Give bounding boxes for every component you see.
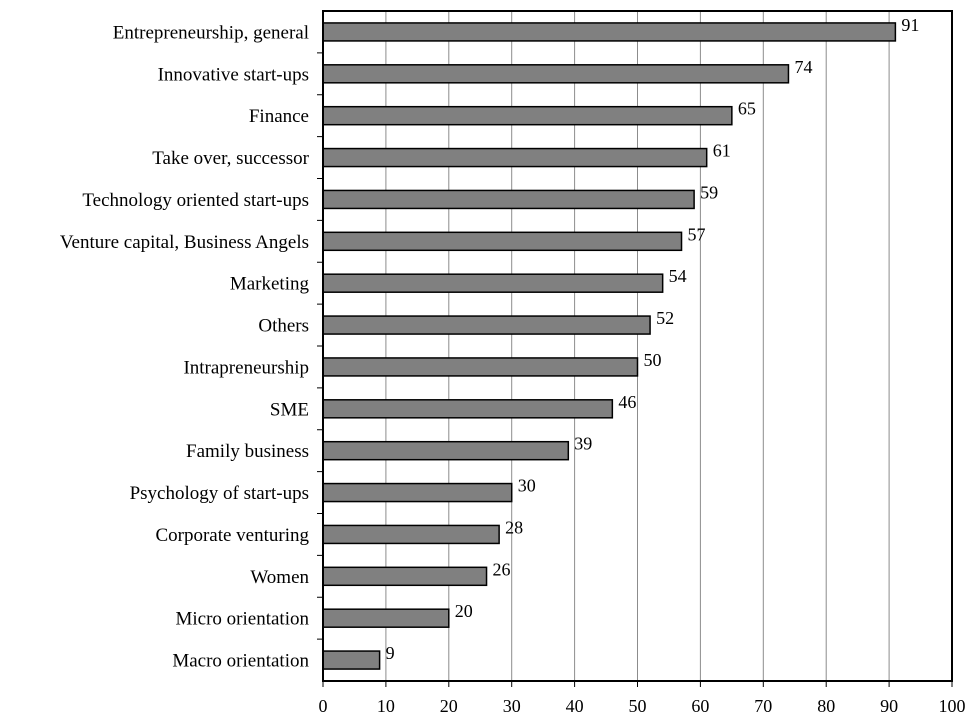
- category-labels: Entrepreneurship, general Innovative star…: [60, 22, 310, 671]
- category-label: Take over, successor: [152, 148, 309, 169]
- x-tick-label-40: 40: [566, 696, 584, 716]
- bar: [322, 650, 381, 670]
- value-label: 52: [656, 308, 674, 328]
- x-axis-ticks: 0 10 20 30 40 50 60 70 80 90 100: [317, 52, 966, 716]
- category-label: Intrapreneurship: [183, 357, 309, 378]
- value-label: 30: [518, 476, 536, 496]
- category-label: Venture capital, Business Angels: [60, 232, 309, 253]
- bar: [322, 482, 513, 503]
- category-label: Macro orientation: [172, 651, 309, 672]
- value-label: 65: [738, 99, 756, 119]
- category-label: Marketing: [230, 274, 310, 295]
- category-label: Entrepreneurship, general: [113, 22, 309, 43]
- x-tick-label-60: 60: [691, 696, 709, 716]
- value-label: 59: [700, 182, 718, 202]
- x-tick-label-0: 0: [319, 696, 328, 716]
- category-label: SME: [270, 399, 309, 420]
- category-label: Technology oriented start-ups: [82, 190, 309, 211]
- category-label: Women: [250, 567, 309, 588]
- value-label: 54: [669, 266, 687, 286]
- value-label: 61: [713, 141, 731, 161]
- bar: [322, 147, 708, 168]
- bar: [322, 399, 614, 419]
- bar: [322, 22, 897, 42]
- plot-frame: [322, 10, 953, 682]
- value-label: 9: [386, 643, 395, 663]
- value-label: 46: [618, 392, 636, 412]
- category-label: Innovative start-ups: [158, 64, 309, 85]
- x-tick-label-10: 10: [377, 696, 395, 716]
- x-tick-label-20: 20: [440, 696, 458, 716]
- bar: [322, 357, 639, 377]
- bar: [322, 64, 790, 84]
- bar: [322, 524, 500, 545]
- category-label: Family business: [186, 441, 309, 462]
- x-tick-label-70: 70: [754, 696, 772, 716]
- bar: [322, 189, 695, 210]
- bar: [322, 566, 488, 587]
- bar: [322, 608, 450, 628]
- bar: [322, 273, 664, 293]
- value-label: 50: [644, 350, 662, 370]
- value-label: 28: [505, 517, 523, 537]
- value-label: 20: [455, 601, 473, 621]
- category-label: Psychology of start-ups: [130, 483, 309, 504]
- category-label: Micro orientation: [176, 609, 310, 630]
- value-label: 74: [794, 57, 812, 77]
- value-labels: 91 74 65 61 59 57 54 52 50 46 39 30 28 26 20 9: [386, 15, 920, 663]
- value-label: 91: [901, 15, 919, 35]
- x-tick-label-100: 100: [939, 696, 966, 716]
- value-label: 57: [688, 224, 706, 244]
- bar: [322, 231, 683, 252]
- x-tick-label-50: 50: [629, 696, 647, 716]
- x-tick-label-80: 80: [817, 696, 835, 716]
- x-tick-label-90: 90: [880, 696, 898, 716]
- category-label: Others: [258, 316, 309, 337]
- bar: [322, 315, 651, 335]
- value-label: 26: [493, 559, 511, 579]
- bar: [322, 440, 570, 461]
- category-label: Finance: [249, 106, 309, 127]
- bars: [322, 22, 897, 670]
- bar: [322, 105, 733, 126]
- x-tick-label-30: 30: [503, 696, 521, 716]
- category-label: Corporate venturing: [155, 525, 309, 546]
- value-label: 39: [574, 434, 592, 454]
